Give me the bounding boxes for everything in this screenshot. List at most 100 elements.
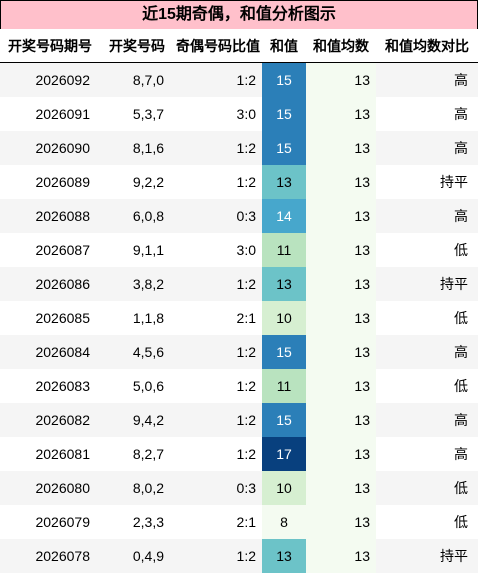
cell-period: 2026082 (0, 403, 100, 437)
cell-odd-even-ratio: 1:2 (174, 267, 262, 301)
cell-sum: 15 (262, 335, 306, 369)
cell-period: 2026084 (0, 335, 100, 369)
cell-sum-compare: 高 (376, 437, 478, 471)
cell-odd-even-ratio: 1:2 (174, 369, 262, 403)
cell-sum: 10 (262, 301, 306, 335)
cell-sum: 15 (262, 403, 306, 437)
cell-sum-average: 13 (306, 369, 376, 403)
table-row: 2026089 9,2,2 1:2 13 13 持平 (0, 165, 478, 199)
cell-sum: 8 (262, 505, 306, 539)
cell-sum: 13 (262, 267, 306, 301)
cell-odd-even-ratio: 1:2 (174, 165, 262, 199)
table-row: 2026090 8,1,6 1:2 15 13 高 (0, 131, 478, 165)
cell-numbers: 5,0,6 (100, 369, 174, 403)
cell-odd-even-ratio: 3:0 (174, 97, 262, 131)
cell-odd-even-ratio: 1:2 (174, 437, 262, 471)
cell-sum: 10 (262, 471, 306, 505)
header-sum-compare: 和值均数对比 (376, 29, 478, 63)
cell-sum-compare: 低 (376, 301, 478, 335)
cell-sum-compare: 持平 (376, 267, 478, 301)
cell-numbers: 2,3,3 (100, 505, 174, 539)
cell-sum-average: 13 (306, 335, 376, 369)
cell-sum: 15 (262, 97, 306, 131)
cell-sum-compare: 高 (376, 199, 478, 233)
cell-period: 2026089 (0, 165, 100, 199)
cell-sum-average: 13 (306, 471, 376, 505)
cell-sum-average: 13 (306, 505, 376, 539)
cell-odd-even-ratio: 3:0 (174, 233, 262, 267)
cell-period: 2026081 (0, 437, 100, 471)
lottery-table: 开奖号码期号 开奖号码 奇偶号码比值 和值 和值均数 和值均数对比 202609… (0, 29, 478, 573)
cell-sum-average: 13 (306, 301, 376, 335)
cell-odd-even-ratio: 1:2 (174, 403, 262, 437)
cell-sum-compare: 高 (376, 403, 478, 437)
table-row: 2026081 8,2,7 1:2 17 13 高 (0, 437, 478, 471)
cell-sum-average: 13 (306, 165, 376, 199)
page-title: 近15期奇偶，和值分析图示 (0, 0, 478, 30)
cell-odd-even-ratio: 1:2 (174, 539, 262, 573)
cell-period: 2026092 (0, 62, 100, 97)
cell-sum-compare: 低 (376, 505, 478, 539)
table-row: 2026086 3,8,2 1:2 13 13 持平 (0, 267, 478, 301)
cell-sum-compare: 持平 (376, 539, 478, 573)
cell-sum-average: 13 (306, 403, 376, 437)
header-numbers: 开奖号码 (100, 29, 174, 63)
table-row: 2026078 0,4,9 1:2 13 13 持平 (0, 539, 478, 573)
table-row: 2026088 6,0,8 0:3 14 13 高 (0, 199, 478, 233)
cell-odd-even-ratio: 0:3 (174, 471, 262, 505)
cell-period: 2026088 (0, 199, 100, 233)
cell-numbers: 0,4,9 (100, 539, 174, 573)
cell-sum-compare: 高 (376, 97, 478, 131)
cell-period: 2026087 (0, 233, 100, 267)
cell-sum: 11 (262, 369, 306, 403)
cell-numbers: 9,4,2 (100, 403, 174, 437)
table-row: 2026091 5,3,7 3:0 15 13 高 (0, 97, 478, 131)
cell-period: 2026090 (0, 131, 100, 165)
cell-odd-even-ratio: 2:1 (174, 301, 262, 335)
header-sum-average: 和值均数 (306, 29, 376, 63)
cell-numbers: 6,0,8 (100, 199, 174, 233)
cell-period: 2026079 (0, 505, 100, 539)
cell-numbers: 9,1,1 (100, 233, 174, 267)
cell-numbers: 5,3,7 (100, 97, 174, 131)
cell-sum: 11 (262, 233, 306, 267)
cell-sum-average: 13 (306, 131, 376, 165)
table-row: 2026082 9,4,2 1:2 15 13 高 (0, 403, 478, 437)
cell-sum: 17 (262, 437, 306, 471)
cell-period: 2026078 (0, 539, 100, 573)
cell-period: 2026091 (0, 97, 100, 131)
header-sum: 和值 (262, 29, 306, 63)
cell-sum-average: 13 (306, 199, 376, 233)
cell-odd-even-ratio: 1:2 (174, 335, 262, 369)
cell-sum-compare: 高 (376, 335, 478, 369)
cell-sum: 15 (262, 131, 306, 165)
table-row: 2026085 1,1,8 2:1 10 13 低 (0, 301, 478, 335)
cell-sum-compare: 低 (376, 369, 478, 403)
cell-sum: 15 (262, 62, 306, 97)
table-row: 2026087 9,1,1 3:0 11 13 低 (0, 233, 478, 267)
cell-odd-even-ratio: 1:2 (174, 62, 262, 97)
cell-sum: 13 (262, 539, 306, 573)
cell-numbers: 3,8,2 (100, 267, 174, 301)
cell-sum-average: 13 (306, 62, 376, 97)
cell-numbers: 9,2,2 (100, 165, 174, 199)
table-row: 2026079 2,3,3 2:1 8 13 低 (0, 505, 478, 539)
cell-period: 2026085 (0, 301, 100, 335)
cell-numbers: 8,1,6 (100, 131, 174, 165)
cell-sum-compare: 低 (376, 471, 478, 505)
table-row: 2026080 8,0,2 0:3 10 13 低 (0, 471, 478, 505)
cell-numbers: 8,7,0 (100, 62, 174, 97)
cell-sum: 13 (262, 165, 306, 199)
table-body: 2026092 8,7,0 1:2 15 13 高 2026091 5,3,7 3:0 15 13 高… (0, 62, 478, 573)
table-row: 2026083 5,0,6 1:2 11 13 低 (0, 369, 478, 403)
cell-odd-even-ratio: 2:1 (174, 505, 262, 539)
cell-sum-average: 13 (306, 437, 376, 471)
cell-sum: 14 (262, 199, 306, 233)
table-row: 2026092 8,7,0 1:2 15 13 高 (0, 62, 478, 97)
cell-sum-average: 13 (306, 233, 376, 267)
cell-period: 2026080 (0, 471, 100, 505)
cell-sum-average: 13 (306, 539, 376, 573)
cell-sum-average: 13 (306, 97, 376, 131)
header-odd-even-ratio: 奇偶号码比值 (174, 29, 262, 63)
